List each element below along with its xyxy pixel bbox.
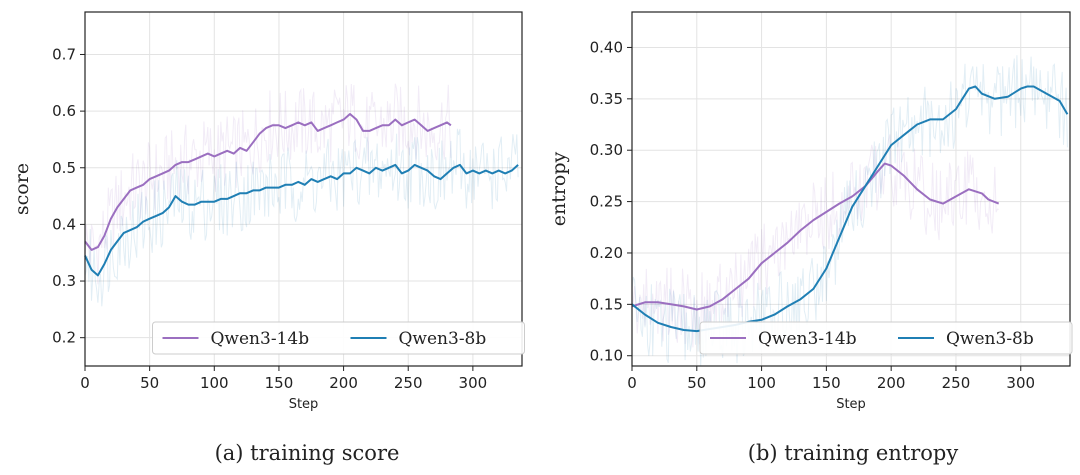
x-axis-label: Step <box>289 397 319 412</box>
x-tick-label: 100 <box>747 374 776 392</box>
y-tick-label: 0.25 <box>590 193 623 211</box>
y-tick-label: 0.40 <box>590 38 623 56</box>
y-axis-label: score <box>11 163 33 215</box>
y-tick-label: 0.4 <box>52 215 76 233</box>
y-tick-label: 0.6 <box>52 102 76 120</box>
x-tick-label: 200 <box>877 374 906 392</box>
legend-label: Qwen3-14b <box>758 329 857 349</box>
x-tick-label: 150 <box>812 374 841 392</box>
x-tick-label: 150 <box>265 374 294 392</box>
y-tick-label: 0.10 <box>590 347 623 365</box>
series-raw-trace-Qwen3-14b <box>632 134 999 348</box>
legend-box <box>699 321 1073 355</box>
legend-label: Qwen3-8b <box>399 329 487 349</box>
figure-caption: (a) training score <box>215 441 400 465</box>
chart-panel-1: 0 50 100 150 200 250 300 0.10 0.15 0.20 0.25 0.30 0.… <box>548 11 1073 465</box>
x-tick-label: 300 <box>459 374 488 392</box>
x-tick-label: 250 <box>942 374 971 392</box>
x-tick-label: 250 <box>394 374 423 392</box>
figure-caption: (b) training entropy <box>748 441 959 465</box>
y-tick-label: 0.30 <box>590 141 623 159</box>
legend: Qwen3-14b Qwen3-8b <box>699 321 1073 355</box>
x-tick-label: 0 <box>627 374 637 392</box>
y-tick-label: 0.3 <box>52 272 76 290</box>
series-raw-trace-Qwen3-14b <box>85 83 452 285</box>
y-tick-label: 0.35 <box>590 90 623 108</box>
x-axis-label: Step <box>836 397 866 412</box>
y-tick-label: 0.7 <box>52 45 76 63</box>
x-tick-label: 0 <box>80 374 90 392</box>
series-line-Qwen3-8b <box>84 163 519 277</box>
legend-label: Qwen3-14b <box>211 329 310 349</box>
y-tick-label: 0.5 <box>52 159 76 177</box>
series-raw-trace-Qwen3-8b <box>85 128 519 307</box>
series-line-Qwen3-8b <box>631 85 1069 333</box>
x-tick-label: 50 <box>687 374 706 392</box>
x-tick-label: 100 <box>200 374 229 392</box>
chart-panel-0: 0 50 100 150 200 250 300 0.2 0.3 0.4 0.5 0.6 0.7 Step… <box>11 11 525 465</box>
axes-frame <box>84 11 523 367</box>
x-tick-label: 200 <box>329 374 358 392</box>
y-tick-label: 0.2 <box>52 329 76 347</box>
axes-frame <box>631 11 1071 367</box>
x-tick-label: 300 <box>1006 374 1035 392</box>
series-raw-trace-Qwen3-8b <box>632 55 1068 366</box>
legend-box <box>152 321 525 355</box>
series-line-Qwen3-14b <box>631 162 1000 311</box>
y-axis-label: entropy <box>548 151 570 226</box>
legend-label: Qwen3-8b <box>946 329 1034 349</box>
y-tick-label: 0.15 <box>590 295 623 313</box>
legend: Qwen3-14b Qwen3-8b <box>152 321 525 355</box>
series-line-Qwen3-14b <box>84 113 452 251</box>
y-tick-label: 0.20 <box>590 244 623 262</box>
x-tick-label: 50 <box>140 374 159 392</box>
